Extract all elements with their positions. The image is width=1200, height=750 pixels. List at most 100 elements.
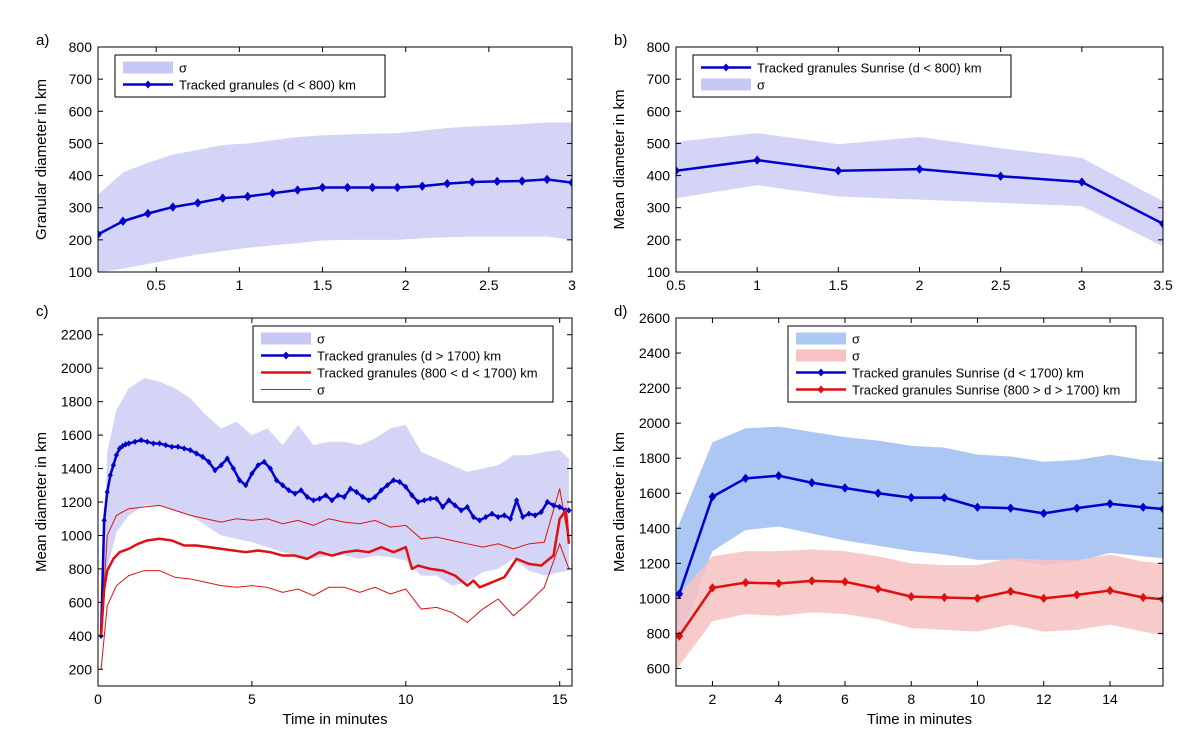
data-point-b-0	[915, 164, 924, 174]
data-point-d-1	[1139, 592, 1148, 603]
x-tick-label: 12	[1036, 691, 1052, 707]
y-tick-label: 400	[647, 168, 671, 184]
y-tick-label: 1200	[61, 494, 92, 510]
data-point-c-0	[421, 497, 427, 504]
data-point-d-1	[708, 583, 717, 593]
data-point-c-0	[187, 447, 193, 454]
y-tick-label: 1000	[639, 590, 670, 606]
data-point-c-0	[323, 492, 329, 499]
data-point-c-0	[544, 498, 550, 506]
y-tick-label: 200	[647, 232, 671, 248]
y-tick-label: 1400	[639, 520, 670, 536]
data-point-a-0	[119, 216, 127, 226]
data-point-c-0	[452, 502, 458, 509]
panel-label-c: c)	[36, 303, 49, 320]
x-tick-label: 10	[398, 691, 414, 707]
data-point-d-0	[1159, 504, 1163, 514]
data-point-c-0	[138, 437, 144, 444]
data-point-c-0	[212, 467, 218, 474]
data-point-a-0	[293, 185, 302, 195]
data-point-a-0	[518, 176, 526, 186]
data-point-c-0	[495, 513, 501, 521]
data-point-c-0	[341, 493, 347, 501]
data-point-c-0	[526, 510, 532, 517]
legend-label: Tracked granules (800 < d < 1700) km	[317, 366, 538, 381]
data-point-d-0	[874, 488, 882, 498]
data-point-c-0	[415, 498, 421, 506]
data-point-c-0	[181, 445, 187, 452]
y-tick-label: 800	[69, 39, 93, 55]
data-point-c-0	[273, 477, 280, 484]
y-tick-label: 100	[647, 264, 671, 280]
x-tick-label: 3	[568, 277, 576, 293]
y-tick-label: 800	[647, 625, 671, 641]
data-point-c-0	[317, 495, 323, 502]
data-point-d-1	[741, 577, 750, 588]
data-point-c-0	[507, 515, 514, 522]
series-line-a-0	[98, 178, 572, 236]
data-point-c-0	[101, 517, 107, 524]
data-point-d-1	[841, 577, 849, 587]
data-point-b-0	[1077, 177, 1086, 187]
legend-label: Tracked granules (d < 800) km	[179, 78, 356, 93]
y-tick-label: 200	[69, 661, 93, 677]
data-point-a-0	[368, 182, 377, 193]
y-tick-label: 600	[69, 594, 93, 610]
y-tick-label: 700	[647, 71, 671, 87]
data-point-c-0	[156, 440, 163, 447]
y-tick-label: 800	[647, 39, 671, 55]
data-point-c-0	[310, 497, 317, 504]
x-tick-label: 1	[235, 277, 243, 293]
y-tick-label: 1600	[61, 427, 92, 443]
x-tick-label: 2	[402, 277, 410, 293]
panel-b: 0.5 1 1.5 2 2.5 3 3.5 100 200 300 400 500 600 700 800 b…	[611, 32, 1173, 293]
data-point-a-0	[468, 177, 477, 187]
data-point-c-0	[403, 483, 409, 491]
data-point-d-1	[676, 631, 684, 641]
data-point-a-0	[393, 182, 402, 193]
sigma-band-a-0	[98, 122, 572, 272]
data-point-c-0	[477, 517, 483, 524]
data-point-c-0	[298, 487, 304, 494]
plot-area	[676, 133, 1163, 247]
data-point-c-0	[267, 465, 273, 472]
legend-label: σ	[317, 383, 325, 398]
data-point-c-0	[175, 443, 181, 450]
data-point-c-0	[104, 488, 110, 496]
legend-label: Tracked granules Sunrise (800 > d > 1700…	[852, 383, 1120, 398]
data-point-c-0	[557, 503, 563, 511]
x-tick-label: 2	[709, 691, 717, 707]
data-point-a-0	[543, 174, 551, 185]
data-point-c-0	[218, 462, 224, 469]
sigma-band-d-1	[676, 549, 1163, 671]
data-point-c-0	[483, 513, 489, 521]
legend-label: σ	[179, 61, 187, 76]
y-axis-label-c: Mean diameter in km	[33, 432, 50, 572]
data-point-c-0	[116, 445, 123, 452]
data-point-a-0	[418, 181, 427, 191]
legend-label: Tracked granules (d > 1700) km	[317, 349, 501, 364]
data-point-c-0	[304, 493, 310, 501]
x-tick-label: 0.5	[146, 277, 166, 293]
panel-label-d: d)	[614, 303, 627, 320]
series-line-c-1	[99, 509, 571, 636]
x-tick-label: 8	[907, 691, 915, 707]
x-tick-label: 0.5	[666, 277, 686, 293]
data-point-c-0	[378, 487, 384, 494]
data-point-c-0	[470, 513, 477, 521]
plot-area	[676, 426, 1163, 671]
data-point-d-1	[874, 584, 882, 594]
data-point-d-0	[741, 473, 750, 484]
y-tick-label: 2000	[639, 415, 670, 431]
sigma-band-lower-c-1	[100, 542, 570, 670]
data-point-c-0	[489, 510, 495, 517]
data-point-c-0	[286, 487, 292, 494]
data-point-a-0	[144, 208, 152, 219]
x-tick-label: 14	[1102, 691, 1118, 707]
data-point-d-1	[774, 578, 783, 589]
panel-label-b: b)	[614, 32, 627, 49]
panel-c: 0 5 10 15 200 400 600 800 1000 1200 1400 1600 1800 20…	[33, 303, 573, 728]
data-point-c-0	[113, 452, 120, 459]
data-point-b-0	[753, 155, 762, 165]
panel-d: 2 4 6 8 10 12 14 600 800 1000 1200 1400 1600 1800 2000…	[611, 303, 1164, 728]
